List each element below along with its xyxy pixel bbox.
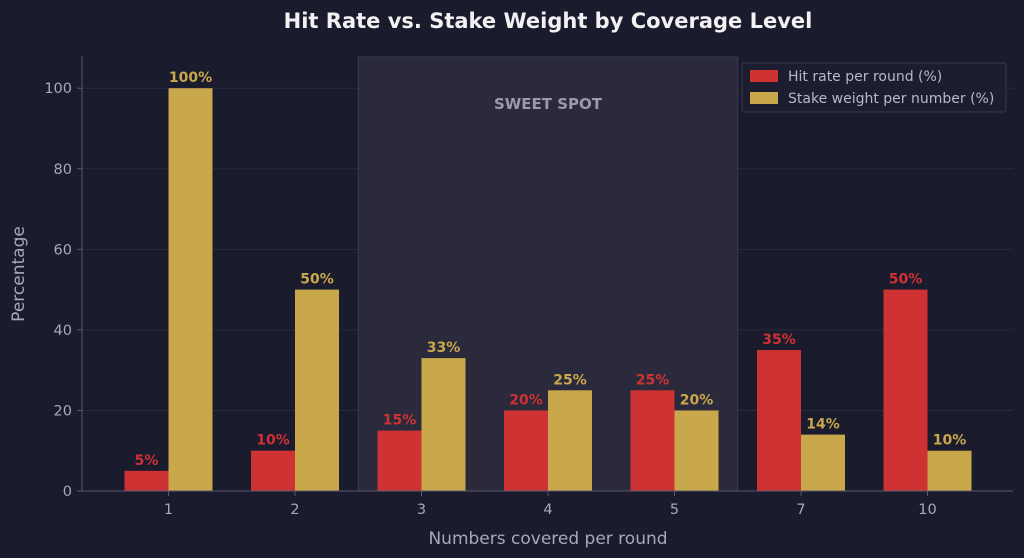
legend-swatch (750, 70, 778, 82)
x-tick-label: 3 (417, 502, 426, 518)
hit-rate-label-10: 50% (889, 272, 923, 288)
legend: Hit rate per round (%) Stake weight per n… (741, 62, 1007, 113)
hit-rate-bar-2 (251, 450, 295, 491)
y-tick-label: 40 (54, 323, 72, 339)
x-tick-label: 1 (164, 502, 173, 518)
hit-rate-bar-10 (883, 289, 928, 491)
y-tick-label: 80 (54, 162, 72, 178)
stake-weight-bar-10 (927, 450, 972, 491)
bar-labels: 5% 10% 15% 20% 25% 35% 50% 100% 50% 33% 25% 20% 14% 1… (135, 70, 967, 469)
legend-swatch (750, 92, 778, 104)
stake-weight-bar-3 (421, 358, 466, 491)
hit-rate-bar-7 (757, 350, 801, 491)
y-tick-label: 100 (44, 81, 72, 97)
stake-weight-label-4: 25% (553, 372, 587, 388)
sweet-spot-label: SWEET SPOT (494, 95, 603, 113)
x-tick-label: 4 (543, 502, 552, 518)
hit-rate-bar-3 (377, 430, 422, 491)
x-tick-label: 7 (796, 502, 805, 518)
x-axis-label: Numbers covered per round (428, 529, 667, 549)
stake-weight-label-2: 50% (300, 272, 334, 288)
stake-weight-bar-7 (801, 434, 845, 491)
hit-rate-bar-4 (504, 410, 548, 491)
hit-rate-label-4: 20% (509, 392, 543, 408)
stake-weight-bar-2 (295, 289, 339, 491)
x-tick-label: 5 (670, 502, 679, 518)
stake-weight-label-7: 14% (806, 417, 840, 433)
hit-rate-label-1: 5% (135, 453, 159, 469)
legend-box (741, 62, 1007, 113)
hit-rate-label-7: 35% (762, 332, 796, 348)
stake-weight-bar-4 (548, 390, 592, 491)
bars (124, 88, 972, 491)
y-axis-label: Percentage (9, 226, 29, 322)
stake-weight-bar-1 (168, 88, 213, 491)
stake-weight-label-5: 20% (680, 392, 714, 408)
legend-entry: Hit rate per round (%) (788, 69, 942, 85)
stake-weight-label-1: 100% (169, 70, 212, 86)
y-tick-label: 0 (63, 484, 72, 500)
y-tick-label: 60 (54, 242, 72, 258)
hit-rate-label-5: 25% (636, 372, 670, 388)
x-tick-label: 2 (290, 502, 299, 518)
chart-title: Hit Rate vs. Stake Weight by Coverage Le… (284, 9, 813, 33)
stake-weight-label-3: 33% (427, 340, 461, 356)
hit-rate-label-2: 10% (256, 433, 290, 449)
hit-rate-bar-1 (124, 470, 169, 491)
stake-weight-label-10: 10% (933, 433, 967, 449)
stake-weight-bar-5 (674, 410, 719, 491)
hit-rate-bar-5 (630, 390, 675, 491)
legend-entry: Stake weight per number (%) (788, 91, 994, 107)
x-tick-label: 10 (918, 502, 936, 518)
axes: 0 20 40 60 80 100 1 2 3 4 5 7 10 (44, 56, 1013, 518)
hit-rate-label-3: 15% (383, 413, 417, 429)
y-tick-label: 20 (54, 403, 72, 419)
